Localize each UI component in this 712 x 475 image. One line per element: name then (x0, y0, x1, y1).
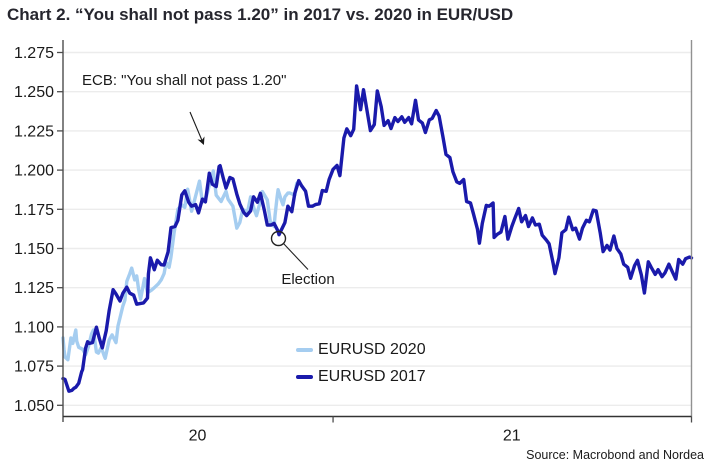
y-axis-tick-label: 1.050 (14, 398, 54, 415)
y-axis-tick-label: 1.200 (14, 163, 54, 180)
legend-label-eurusd-2020: EURUSD 2020 (318, 340, 426, 358)
chart-title: Chart 2. “You shall not pass 1.20” in 20… (7, 5, 514, 24)
source-attribution: Source: Macrobond and Nordea (526, 448, 704, 462)
ecb-annotation-arrow-icon (189, 111, 205, 146)
y-axis-tick-label: 1.225 (14, 123, 54, 140)
legend-item-eurusd-2020: EURUSD 2020 (296, 336, 426, 363)
eurusd-2017-line-swatch-icon (296, 374, 313, 379)
election-leader-line (283, 243, 309, 270)
line-series-eurusd-2017 (61, 84, 694, 393)
x-axis-year-label: 20 (189, 428, 207, 445)
y-axis-tick-label: 1.150 (14, 241, 54, 258)
y-axis-tick-label: 1.075 (14, 359, 54, 376)
y-axis-tick-label: 1.175 (14, 202, 54, 219)
eurusd-2020-line-swatch-icon (296, 347, 313, 352)
legend-item-eurusd-2017: EURUSD 2017 (296, 363, 426, 390)
election-circle-icon (270, 230, 287, 247)
ecb-annotation-text: ECB: "You shall not pass 1.20" (82, 72, 287, 89)
legend-label-eurusd-2017: EURUSD 2017 (318, 367, 426, 385)
y-axis-tick-label: 1.125 (14, 280, 54, 297)
election-annotation-text: Election (281, 271, 335, 288)
chart-legend: EURUSD 2020 EURUSD 2017 (296, 336, 426, 390)
y-axis-tick-label: 1.275 (14, 45, 54, 62)
x-axis-year-label: 21 (503, 428, 521, 445)
line-series-eurusd-2020 (61, 169, 300, 362)
y-axis-tick-label: 1.250 (14, 84, 54, 101)
y-axis-tick-label: 1.100 (14, 319, 54, 336)
